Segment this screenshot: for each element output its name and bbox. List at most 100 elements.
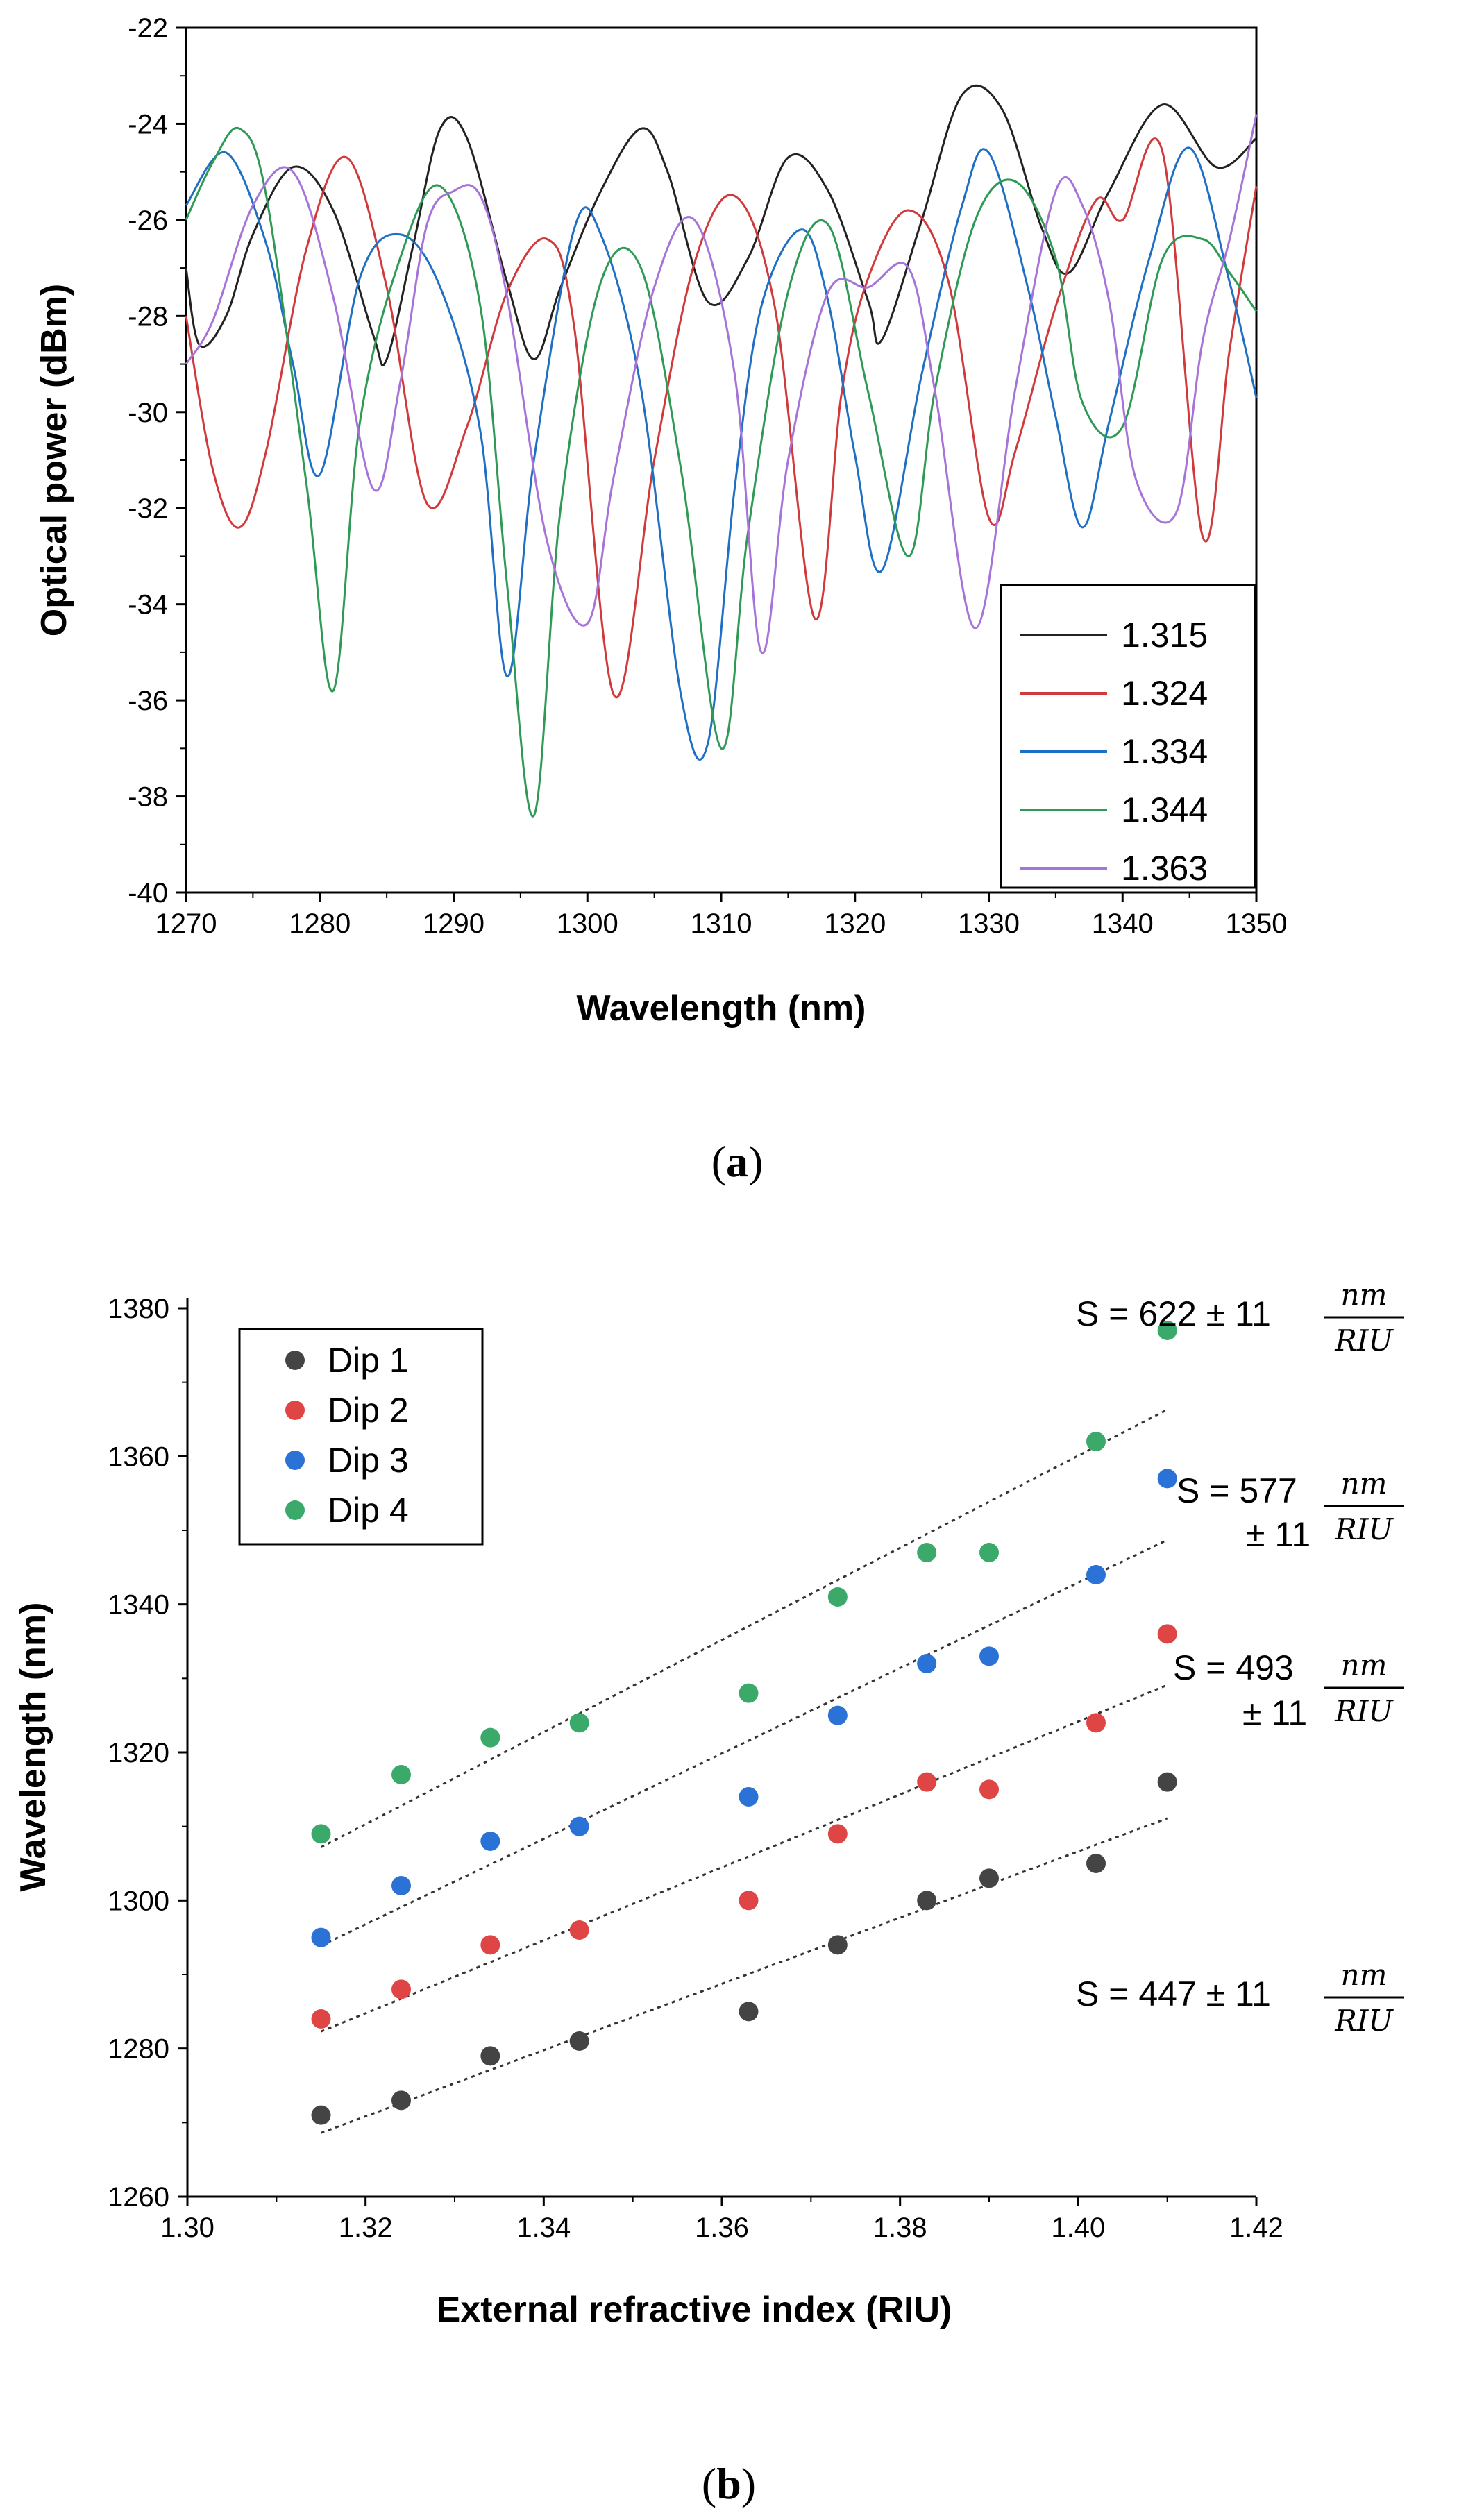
plot-b-legend-marker xyxy=(285,1500,305,1520)
plot-a-series-line-1.334 xyxy=(185,146,1258,761)
chart-a: 1270 1280 1290 1300 1310 1320 1330 1340 1350 -40 -… xyxy=(34,13,1287,1029)
plot-b-point-dip-1 xyxy=(1157,1772,1177,1792)
plot-b-point-dip-3 xyxy=(480,1832,500,1851)
plot-b-ytick-label: 1260 xyxy=(108,2182,169,2213)
plot-a-ytick-label: -34 xyxy=(128,590,168,620)
plot-b-legend-marker xyxy=(285,1351,305,1370)
plot-b-sensitivity-error: ± 11 xyxy=(1242,1693,1307,1732)
plot-b-point-dip-3 xyxy=(1157,1469,1177,1489)
plot-b-point-dip-2 xyxy=(827,1824,848,1844)
plot-b-fit-line-dip-2 xyxy=(320,1684,1168,2033)
plot-b-xtick-label: 1.40 xyxy=(1051,2213,1105,2243)
plot-a-legend-label: 1.315 xyxy=(1121,616,1208,654)
plot-a-series-line-1.324 xyxy=(185,137,1258,699)
plot-b-point-dip-4 xyxy=(1157,1321,1177,1340)
plot-b-fit-line-dip-4 xyxy=(320,1408,1168,1848)
plot-b-unit-numerator: nm xyxy=(1341,1648,1388,1682)
plot-a-series-line-1.344 xyxy=(185,126,1258,818)
plot-b-point-dip-2 xyxy=(391,1979,411,1999)
plot-a-xtick-label: 1290 xyxy=(423,908,484,939)
plot-a-legend-label: 1.324 xyxy=(1121,674,1208,713)
plot-a-legend-label: 1.344 xyxy=(1121,790,1208,829)
plot-a-ytick-label: -26 xyxy=(128,205,168,236)
plot-b-ytick-label: 1360 xyxy=(108,1441,169,1472)
plot-b-point-dip-1 xyxy=(480,2046,500,2066)
plot-b-point-dip-1 xyxy=(569,2031,589,2051)
plot-a-xtick-label: 1270 xyxy=(155,908,217,939)
plot-b-unit-numerator: nm xyxy=(1341,1466,1388,1500)
plot-a-xtick-label: 1340 xyxy=(1092,908,1154,939)
plot-b-unit-denominator: RIU xyxy=(1334,2004,1394,2038)
plot-b-point-dip-2 xyxy=(480,1935,500,1955)
plot-b-sensitivity-error: ± 11 xyxy=(1246,1515,1310,1554)
plot-b-ytick-label: 1300 xyxy=(108,1886,169,1916)
plot-b-point-dip-4 xyxy=(391,1765,411,1784)
plot-a-ytick-label: -40 xyxy=(128,878,168,908)
plot-b-point-dip-2 xyxy=(1086,1713,1106,1733)
plot-b-ytick-label: 1380 xyxy=(108,1294,169,1324)
plot-a-legend: 1.315 1.324 1.334 1.344 1.363 xyxy=(1000,584,1256,889)
plot-b-xtick-label: 1.30 xyxy=(160,2213,214,2243)
plot-a-ylabel: Optical power (dBm) xyxy=(34,284,74,636)
plot-b-point-dip-3 xyxy=(1086,1565,1106,1584)
plot-b-ylabel: Wavelength (nm) xyxy=(13,1603,53,1892)
plot-b-xtick-label: 1.38 xyxy=(873,2213,927,2243)
plot-b-unit-numerator: nm xyxy=(1341,1278,1388,1312)
plot-b-point-dip-3 xyxy=(569,1816,589,1836)
plot-b-point-dip-1 xyxy=(311,2105,331,2125)
plot-b-point-dip-1 xyxy=(739,2002,759,2022)
plot-a-ytick-label: -28 xyxy=(128,301,168,332)
plot-b-point-dip-3 xyxy=(739,1787,759,1807)
plot-a-axes: 1270 1280 1290 1300 1310 1320 1330 1340 1350 -40 -… xyxy=(128,13,1287,939)
plot-b-ytick-label: 1320 xyxy=(108,1738,169,1768)
caption-a: (a) xyxy=(711,1137,764,1186)
plot-a-xtick-label: 1320 xyxy=(824,908,886,939)
plot-b-axes: 1.30 1.32 1.34 1.36 1.38 1.40 1.42 1260 1280 1300… xyxy=(108,1294,1283,2243)
plot-b-point-dip-1 xyxy=(979,1868,999,1888)
plot-a-ytick-label: -38 xyxy=(128,782,168,813)
plot-b-point-dip-4 xyxy=(979,1543,999,1562)
plot-a-series-line-1.363 xyxy=(185,114,1258,654)
plot-a-xtick-label: 1330 xyxy=(958,908,1020,939)
plot-b-unit-numerator: nm xyxy=(1341,1958,1388,1992)
plot-b-points xyxy=(311,1321,1177,2125)
plot-b-point-dip-3 xyxy=(917,1654,937,1673)
plot-a-legend-label: 1.363 xyxy=(1121,849,1208,888)
plot-a-ytick-label: -36 xyxy=(128,686,168,716)
plot-b-xtick-label: 1.42 xyxy=(1229,2213,1283,2243)
plot-a-xtick-label: 1350 xyxy=(1226,908,1288,939)
plot-b-xtick-label: 1.36 xyxy=(695,2213,749,2243)
plot-b-legend-label: Dip 1 xyxy=(328,1341,409,1380)
plot-b-unit-denominator: RIU xyxy=(1334,1512,1394,1546)
plot-b-point-dip-3 xyxy=(827,1705,848,1725)
plot-b-fit-lines xyxy=(320,1408,1168,2134)
plot-b-legend-label: Dip 2 xyxy=(328,1391,409,1430)
plot-b-unit-denominator: RIU xyxy=(1334,1694,1394,1728)
plot-b-point-dip-2 xyxy=(569,1920,589,1940)
plot-a-xtick-label: 1280 xyxy=(289,908,351,939)
plot-b-fit-line-dip-3 xyxy=(320,1539,1168,1947)
plot-b-xtick-label: 1.34 xyxy=(516,2213,571,2243)
plot-b-point-dip-1 xyxy=(827,1935,848,1955)
plot-b-point-dip-2 xyxy=(979,1779,999,1800)
plot-b-legend-label: Dip 3 xyxy=(328,1441,409,1480)
plot-b-point-dip-2 xyxy=(739,1891,759,1911)
plot-b-ytick-label: 1340 xyxy=(108,1590,169,1621)
plot-b-sensitivity-label: S = 447 ± 11 xyxy=(1076,1974,1271,2013)
plot-a-series-line-1.315 xyxy=(185,84,1257,367)
plot-b-point-dip-4 xyxy=(739,1683,759,1703)
plot-b-point-dip-4 xyxy=(827,1587,848,1607)
plot-b-ytick-label: 1280 xyxy=(108,2034,169,2065)
plot-b-point-dip-4 xyxy=(480,1727,500,1748)
plot-b-point-dip-4 xyxy=(569,1713,589,1733)
plot-b-point-dip-1 xyxy=(1086,1854,1106,1873)
plot-b-annotations: S = 447 ± 11 nm RIU S = 493 ± 11 nm RIU S = 577… xyxy=(1076,1278,1404,2038)
caption-b: (b) xyxy=(702,2459,756,2508)
plot-a-ytick-label: -32 xyxy=(128,493,168,524)
plot-b-legend-marker xyxy=(285,1401,305,1420)
plot-a-legend-label: 1.334 xyxy=(1121,732,1208,771)
plot-a-series xyxy=(185,84,1258,818)
plot-b-point-dip-1 xyxy=(917,1891,937,1911)
plot-b-point-dip-2 xyxy=(1157,1624,1177,1644)
